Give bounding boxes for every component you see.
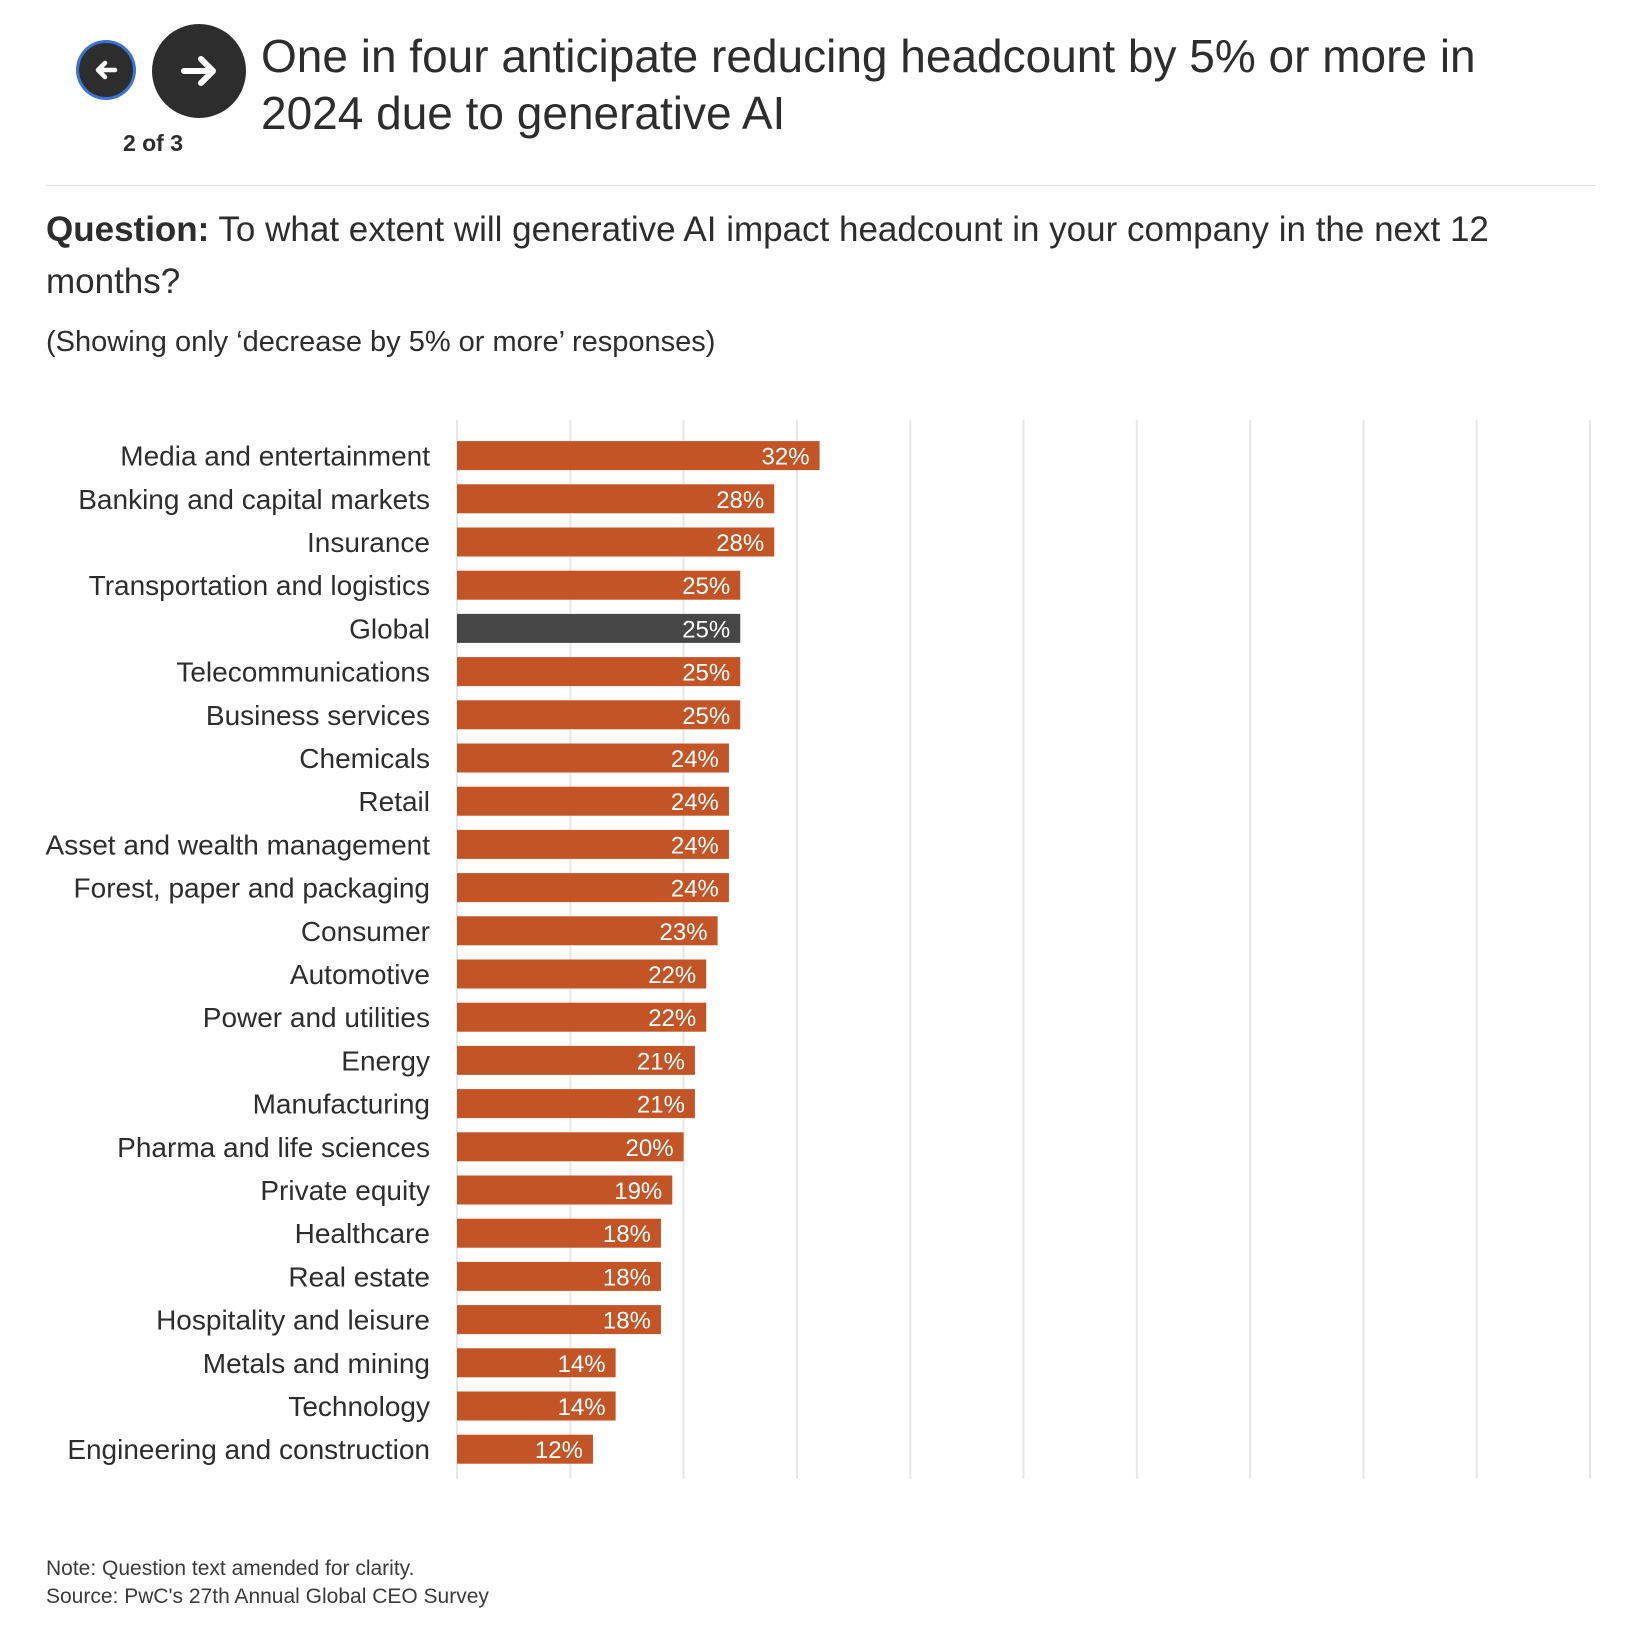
- bar: [457, 1089, 695, 1119]
- bar: [457, 786, 729, 816]
- data-label: 18%: [603, 1221, 651, 1248]
- category-label: Real estate: [288, 1261, 430, 1292]
- data-label: 18%: [603, 1308, 651, 1335]
- bar: [457, 829, 729, 859]
- category-label: Hospitality and leisure: [156, 1305, 430, 1336]
- bar: [457, 700, 741, 730]
- footnote-note: Note: Question text amended for clarity.: [46, 1557, 415, 1580]
- category-label: Retail: [358, 786, 430, 817]
- category-label: Forest, paper and packaging: [74, 873, 430, 904]
- bar: [457, 570, 741, 600]
- category-label: Asset and wealth management: [46, 829, 431, 860]
- data-label: 32%: [762, 444, 810, 471]
- arrow-left-icon: [95, 60, 118, 80]
- data-label: 14%: [558, 1394, 606, 1421]
- data-label: 20%: [626, 1135, 674, 1162]
- bar: [457, 1348, 616, 1378]
- bar: [457, 484, 775, 514]
- bar: [457, 1434, 593, 1464]
- data-label: 22%: [648, 1005, 696, 1032]
- question-body: To what extent will generative AI impact…: [46, 210, 1489, 301]
- category-label: Telecommunications: [176, 657, 430, 688]
- bar: [457, 527, 775, 557]
- data-label: 21%: [637, 1092, 685, 1119]
- data-label: 24%: [671, 746, 719, 773]
- data-label: 24%: [671, 876, 719, 903]
- bar: [457, 959, 707, 989]
- bar: [457, 441, 820, 471]
- bar: [457, 873, 729, 903]
- bar: [457, 1391, 616, 1421]
- category-label: Insurance: [307, 527, 430, 558]
- category-label: Chemicals: [299, 743, 430, 774]
- bar: [457, 657, 741, 687]
- data-label: 23%: [660, 919, 708, 946]
- category-label: Power and utilities: [203, 1002, 430, 1033]
- category-label: Private equity: [260, 1175, 430, 1206]
- category-label: Energy: [341, 1045, 430, 1076]
- data-label: 12%: [535, 1437, 583, 1464]
- category-label: Automotive: [290, 959, 430, 990]
- data-label: 21%: [637, 1048, 685, 1075]
- data-label: 25%: [682, 616, 730, 643]
- bar: [457, 1305, 661, 1335]
- category-label: Metals and mining: [203, 1348, 430, 1379]
- question-label: Question:: [46, 210, 210, 249]
- category-label: Engineering and construction: [67, 1434, 430, 1465]
- category-label: Pharma and life sciences: [117, 1132, 430, 1163]
- category-label: Technology: [288, 1391, 430, 1422]
- bar: [457, 1132, 684, 1162]
- category-label: Consumer: [301, 916, 430, 947]
- data-label: 28%: [716, 530, 764, 557]
- header-divider: [46, 185, 1596, 186]
- pager-indicator: 2 of 3: [122, 130, 184, 156]
- category-label: Media and entertainment: [120, 441, 430, 472]
- category-label: Healthcare: [295, 1218, 430, 1249]
- data-label: 24%: [671, 832, 719, 859]
- data-label: 24%: [671, 789, 719, 816]
- bar: [457, 1218, 661, 1248]
- data-label: 19%: [614, 1178, 662, 1205]
- previous-chart-button[interactable]: [79, 43, 133, 97]
- data-label: 22%: [648, 962, 696, 989]
- category-label: Banking and capital markets: [78, 484, 430, 515]
- data-label: 25%: [682, 573, 730, 600]
- bar: [457, 916, 718, 946]
- data-label: 28%: [716, 487, 764, 514]
- bar: [457, 1045, 695, 1075]
- bar: [457, 743, 729, 773]
- next-chart-button[interactable]: [152, 24, 246, 118]
- arrow-right-icon: [181, 56, 216, 86]
- data-label: 25%: [682, 703, 730, 730]
- question-text: Question: To what extent will generative…: [46, 204, 1576, 308]
- category-label: Manufacturing: [253, 1089, 430, 1120]
- data-label: 14%: [558, 1351, 606, 1378]
- bar: [457, 1261, 661, 1291]
- bar: [457, 1175, 673, 1205]
- category-label: Business services: [206, 700, 430, 731]
- bar: [457, 1002, 707, 1032]
- category-label: Transportation and logistics: [89, 570, 430, 601]
- bar-chart: Media and entertainment 32% Banking and ca…: [46, 420, 1591, 1479]
- data-label: 18%: [603, 1264, 651, 1291]
- chart-title: One in four anticipate reducing headcoun…: [261, 30, 1476, 139]
- footnotes: Note: Question text amended for clarity.…: [46, 1555, 489, 1611]
- bar: [457, 613, 741, 643]
- category-label: Global: [349, 613, 430, 644]
- chart-subtitle: (Showing only ‘decrease by 5% or more’ r…: [46, 326, 716, 358]
- data-label: 25%: [682, 660, 730, 687]
- footnote-source: Source: PwC's 27th Annual Global CEO Sur…: [46, 1585, 489, 1608]
